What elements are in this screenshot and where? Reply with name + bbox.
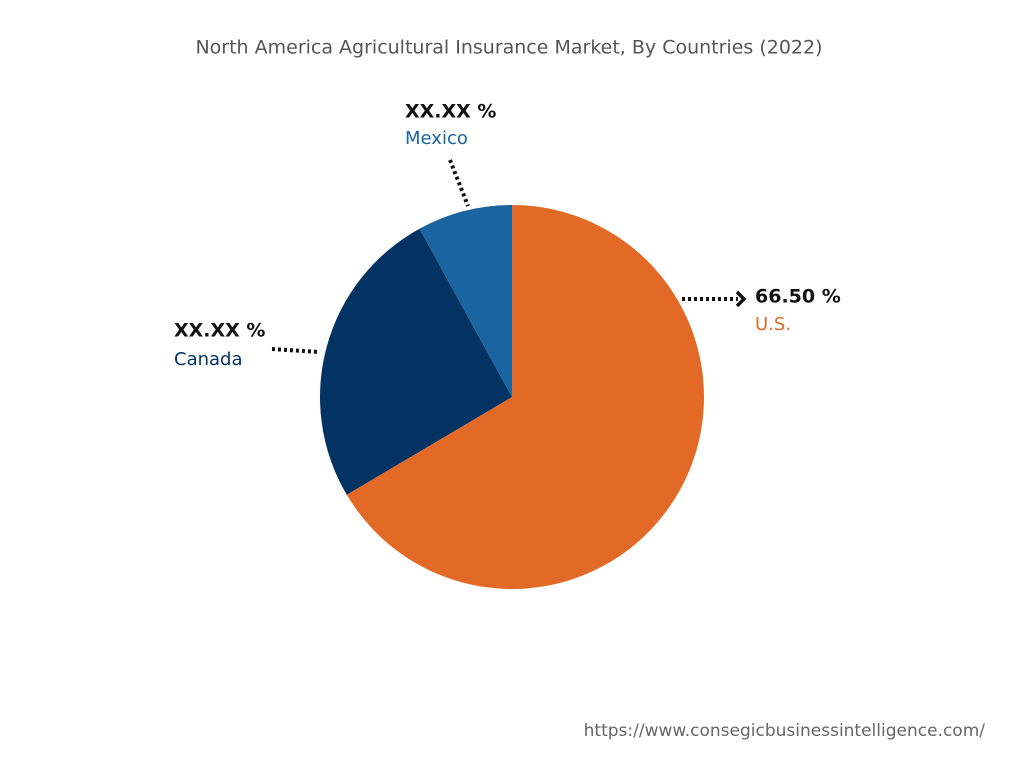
- value-label: 66.50 %: [755, 286, 841, 308]
- category-label: Mexico: [405, 128, 468, 149]
- value-label: XX.XX %: [174, 320, 265, 342]
- source-url: https://www.consegicbusinessintelligence…: [584, 721, 986, 741]
- leader-line: [271, 347, 320, 354]
- category-label: U.S.: [755, 314, 791, 335]
- pie: [320, 205, 704, 590]
- leader-arrow: [735, 290, 747, 308]
- category-label: Canada: [174, 349, 243, 370]
- pie-slice: [346, 205, 704, 590]
- chart-title: North America Agricultural Insurance Mar…: [195, 37, 822, 59]
- pie-slice: [320, 228, 512, 495]
- leader-line: [448, 159, 470, 207]
- pie-slice: [419, 205, 512, 397]
- value-label: XX.XX %: [405, 101, 496, 123]
